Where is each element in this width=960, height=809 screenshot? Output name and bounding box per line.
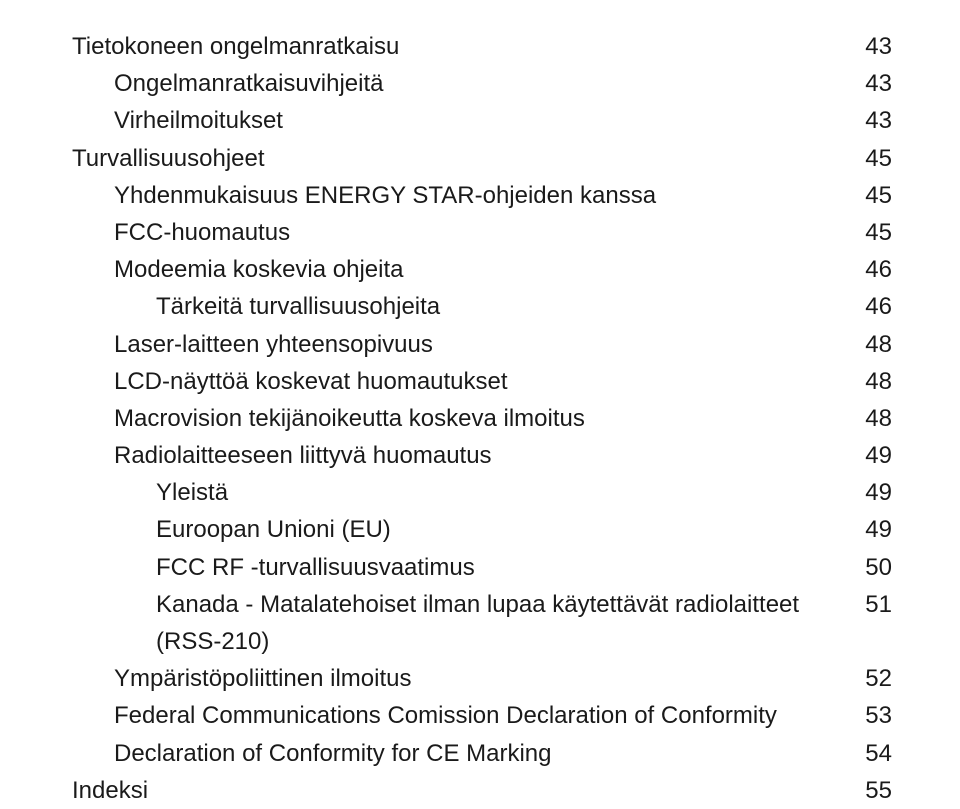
toc-row: Modeemia koskevia ohjeita46 xyxy=(72,251,892,288)
toc-row: Radiolaitteeseen liittyvä huomautus49 xyxy=(72,437,892,474)
toc-label: Macrovision tekijänoikeutta koskeva ilmo… xyxy=(114,400,852,437)
toc-page-number: 43 xyxy=(852,28,892,65)
toc-page-number: 46 xyxy=(852,251,892,288)
toc-label: Ympäristöpoliittinen ilmoitus xyxy=(114,660,852,697)
toc-label: Virheilmoitukset xyxy=(114,102,852,139)
toc-label: FCC-huomautus xyxy=(114,214,852,251)
toc-row: Laser-laitteen yhteensopivuus48 xyxy=(72,326,892,363)
toc-page-number: 50 xyxy=(852,549,892,586)
toc-row: Virheilmoitukset43 xyxy=(72,102,892,139)
toc-page-number: 52 xyxy=(852,660,892,697)
toc-row: Turvallisuusohjeet45 xyxy=(72,140,892,177)
toc-label: Tärkeitä turvallisuusohjeita xyxy=(156,288,852,325)
toc-label: Yhdenmukaisuus ENERGY STAR-ohjeiden kans… xyxy=(114,177,852,214)
toc-row: FCC-huomautus45 xyxy=(72,214,892,251)
toc-page-number: 43 xyxy=(852,102,892,139)
toc-page-number: 49 xyxy=(852,511,892,548)
toc-page-number: 54 xyxy=(852,735,892,772)
toc-row: Yhdenmukaisuus ENERGY STAR-ohjeiden kans… xyxy=(72,177,892,214)
toc-row: Tietokoneen ongelmanratkaisu43 xyxy=(72,28,892,65)
toc-label: Declaration of Conformity for CE Marking xyxy=(114,735,852,772)
toc-label: Federal Communications Comission Declara… xyxy=(114,697,852,734)
toc-label: Turvallisuusohjeet xyxy=(72,140,852,177)
toc-page-number: 49 xyxy=(852,437,892,474)
toc-list: Tietokoneen ongelmanratkaisu43Ongelmanra… xyxy=(72,28,892,809)
toc-row: Macrovision tekijänoikeutta koskeva ilmo… xyxy=(72,400,892,437)
toc-label: Yleistä xyxy=(156,474,852,511)
toc-label: LCD-näyttöä koskevat huomautukset xyxy=(114,363,852,400)
toc-label: Euroopan Unioni (EU) xyxy=(156,511,852,548)
toc-label: Tietokoneen ongelmanratkaisu xyxy=(72,28,852,65)
toc-label: Ongelmanratkaisuvihjeitä xyxy=(114,65,852,102)
toc-page-number: 48 xyxy=(852,400,892,437)
toc-row: Ongelmanratkaisuvihjeitä43 xyxy=(72,65,892,102)
toc-page-number: 48 xyxy=(852,363,892,400)
toc-page-number: 45 xyxy=(852,140,892,177)
toc-page-number: 45 xyxy=(852,214,892,251)
toc-page: Tietokoneen ongelmanratkaisu43Ongelmanra… xyxy=(0,0,960,775)
toc-label: Indeksi xyxy=(72,772,852,809)
toc-label: Kanada - Matalatehoiset ilman lupaa käyt… xyxy=(156,586,852,660)
toc-row: Indeksi55 xyxy=(72,772,892,809)
toc-label: Modeemia koskevia ohjeita xyxy=(114,251,852,288)
toc-page-number: 51 xyxy=(852,586,892,623)
toc-row: LCD-näyttöä koskevat huomautukset48 xyxy=(72,363,892,400)
toc-row: FCC RF -turvallisuusvaatimus50 xyxy=(72,549,892,586)
toc-page-number: 49 xyxy=(852,474,892,511)
toc-page-number: 53 xyxy=(852,697,892,734)
toc-page-number: 46 xyxy=(852,288,892,325)
toc-row: Yleistä49 xyxy=(72,474,892,511)
toc-row: Ympäristöpoliittinen ilmoitus52 xyxy=(72,660,892,697)
toc-page-number: 45 xyxy=(852,177,892,214)
toc-row: Kanada - Matalatehoiset ilman lupaa käyt… xyxy=(72,586,892,660)
toc-row: Euroopan Unioni (EU)49 xyxy=(72,511,892,548)
toc-label: FCC RF -turvallisuusvaatimus xyxy=(156,549,852,586)
toc-page-number: 55 xyxy=(852,772,892,809)
toc-page-number: 48 xyxy=(852,326,892,363)
toc-row: Federal Communications Comission Declara… xyxy=(72,697,892,734)
toc-page-number: 43 xyxy=(852,65,892,102)
toc-label: Laser-laitteen yhteensopivuus xyxy=(114,326,852,363)
toc-row: Declaration of Conformity for CE Marking… xyxy=(72,735,892,772)
toc-row: Tärkeitä turvallisuusohjeita46 xyxy=(72,288,892,325)
toc-label: Radiolaitteeseen liittyvä huomautus xyxy=(114,437,852,474)
